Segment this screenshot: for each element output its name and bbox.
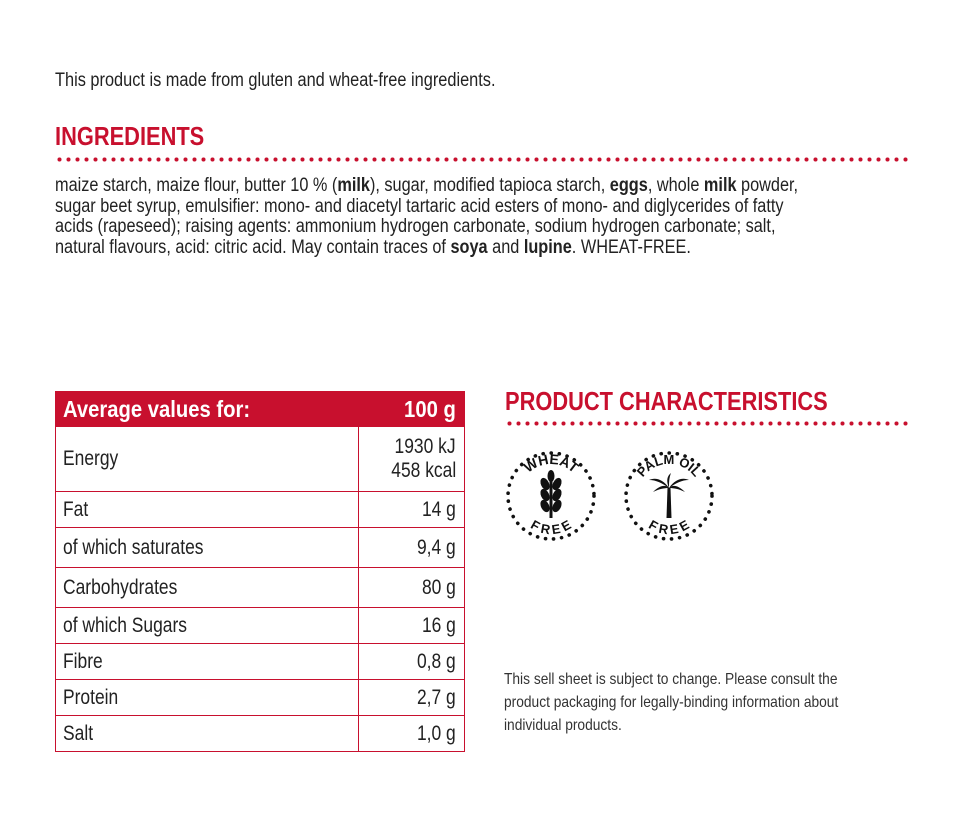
ingredients-divider bbox=[55, 157, 910, 162]
ingredient-text: sugar beet syrup, emulsifier: mono- and … bbox=[55, 195, 784, 217]
nutrient-label: Fat bbox=[63, 497, 89, 521]
nutrient-label: Energy bbox=[63, 447, 119, 470]
svg-text:FREE: FREE bbox=[646, 517, 692, 538]
ingredient-text: ), sugar, modified tapioca starch, bbox=[369, 175, 610, 196]
allergen-text: milk bbox=[337, 175, 370, 196]
disclaimer-line: individual products. bbox=[504, 717, 622, 734]
ingredients-title: INGREDIENTS bbox=[55, 121, 205, 151]
ingredients-line: acids (rapeseed); raising agents: ammoni… bbox=[55, 216, 912, 238]
nutrition-row: Fat 14 g bbox=[56, 491, 464, 527]
ingredient-text: , whole bbox=[647, 175, 704, 196]
nutrition-header-label: Average values for: bbox=[63, 396, 251, 422]
ingredient-text: powder, bbox=[736, 175, 799, 196]
nutrient-value: 2,7 g bbox=[417, 685, 456, 709]
nutrition-table: Average values for: 100 g Energy 1930 kJ 4… bbox=[55, 391, 465, 752]
characteristics-title: PRODUCT CHARACTERISTICS bbox=[505, 386, 828, 416]
allergen-text: lupine bbox=[523, 236, 572, 258]
ingredient-text: natural flavours, acid: citric acid. May… bbox=[55, 236, 451, 258]
nutrient-label: of which Sugars bbox=[63, 613, 188, 637]
nutrient-value: 9,4 g bbox=[417, 535, 456, 559]
ingredient-text: acids (rapeseed); raising agents: ammoni… bbox=[55, 216, 776, 237]
nutrient-value: 16 g bbox=[422, 613, 456, 637]
ingredients-line: sugar beet syrup, emulsifier: mono- and … bbox=[55, 195, 912, 218]
nutrition-header-row: Average values for: 100 g bbox=[56, 392, 464, 427]
nutrient-label: of which saturates bbox=[63, 535, 204, 559]
disclaimer-text: This sell sheet is subject to change. Pl… bbox=[504, 668, 838, 737]
palm-badge-bottom-text: FREE bbox=[646, 517, 692, 538]
nutrition-row: Fibre 0,8 g bbox=[56, 643, 464, 679]
nutrient-value: 1930 kJ bbox=[394, 435, 456, 458]
allergen-text: eggs bbox=[609, 175, 648, 196]
nutrition-row: of which Sugars 16 g bbox=[56, 607, 464, 643]
wheat-icon bbox=[540, 470, 562, 518]
palm-tree-icon bbox=[649, 473, 689, 518]
allergen-text: soya bbox=[450, 236, 488, 258]
nutrition-body: Energy 1930 kJ 458 kcal Fat 14 g of which sat… bbox=[56, 427, 464, 751]
allergen-text: milk bbox=[703, 175, 737, 196]
ingredient-text: and bbox=[487, 236, 524, 258]
ingredients-text: maize starch, maize flour, butter 10 % (… bbox=[55, 175, 912, 259]
nutrient-label: Carbohydrates bbox=[63, 575, 178, 599]
ingredient-text: . WHEAT-FREE. bbox=[571, 236, 691, 258]
ingredients-line: maize starch, maize flour, butter 10 % (… bbox=[55, 175, 912, 197]
wheat-badge-bottom-text: FREE bbox=[528, 517, 574, 538]
nutrition-row: Carbohydrates 80 g bbox=[56, 567, 464, 607]
ingredients-line: natural flavours, acid: citric acid. May… bbox=[55, 236, 912, 259]
nutrient-value: 80 g bbox=[422, 575, 456, 599]
wheat-free-badge: WHEAT FREE bbox=[501, 446, 601, 546]
nutrient-label: Fibre bbox=[63, 649, 103, 673]
nutrient-value: 458 kcal bbox=[391, 459, 456, 482]
nutrition-header-value: 100 g bbox=[404, 396, 456, 422]
nutrition-row: of which saturates 9,4 g bbox=[56, 527, 464, 567]
nutrition-row: Protein 2,7 g bbox=[56, 679, 464, 715]
nutrient-value: 0,8 g bbox=[417, 649, 456, 673]
nutrient-value: 14 g bbox=[422, 497, 456, 521]
nutrient-label: Protein bbox=[63, 685, 119, 709]
disclaimer-line: product packaging for legally-binding in… bbox=[504, 694, 839, 711]
ingredient-text: maize starch, maize flour, butter 10 % ( bbox=[55, 175, 338, 196]
nutrient-value: 1,0 g bbox=[417, 721, 456, 745]
nutrition-row: Salt 1,0 g bbox=[56, 715, 464, 751]
nutrition-row: Energy 1930 kJ 458 kcal bbox=[56, 427, 464, 491]
svg-text:FREE: FREE bbox=[528, 517, 574, 538]
disclaimer-line: This sell sheet is subject to change. Pl… bbox=[504, 671, 838, 688]
palm-oil-free-badge: PALM OIL FREE bbox=[619, 446, 719, 546]
characteristics-divider bbox=[505, 421, 912, 426]
nutrient-label: Salt bbox=[63, 721, 94, 745]
intro-text: This product is made from gluten and whe… bbox=[55, 70, 496, 91]
